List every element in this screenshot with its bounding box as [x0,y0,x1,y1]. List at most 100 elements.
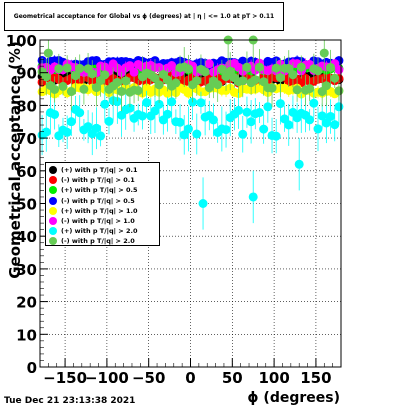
data-point [100,70,110,80]
data-point [330,73,340,83]
data-point [112,97,122,107]
legend-marker [49,196,57,205]
legend-entry: (+) with p T/|q| > 1.0 [49,206,156,216]
data-point [75,108,85,118]
series-6 [37,79,344,156]
y-tick-label: 70 [16,130,37,148]
data-point [246,117,256,127]
data-point [196,98,206,108]
data-point [326,62,336,72]
x-tick-label: 0 [185,369,195,387]
data-point [150,106,160,116]
legend-marker [49,206,57,215]
data-point [204,59,214,69]
data-point [221,125,231,135]
data-point [142,98,152,108]
data-point [213,80,223,90]
data-point [192,129,202,139]
data-point [334,65,344,75]
data-point [62,63,72,73]
data-point [91,123,101,133]
data-point [334,86,344,96]
data-point [183,124,193,134]
x-axis-label: ϕ (degrees) [247,390,340,406]
x-tick-label: 50 [222,369,243,387]
data-point [62,127,72,137]
chart-title: Geometrical acceptance for Global vs ϕ (… [13,13,275,20]
data-point [321,118,331,128]
y-axis-label: Geometrical acceptance (%) [6,41,24,279]
data-point [171,78,181,88]
y-tick-label: 90 [16,65,37,83]
data-point [242,62,252,72]
data-point [313,66,323,76]
data-point [305,115,315,125]
data-point [154,80,164,90]
data-point-outlier [198,199,208,208]
x-tick-label: 150 [300,369,331,387]
x-tick-label: −50 [132,369,165,387]
data-point [250,75,260,85]
data-point [71,71,81,81]
series-7 [37,47,344,112]
data-point [183,64,193,74]
data-point [238,76,248,86]
data-point [334,102,344,112]
legend-label: (-) with p T/|q| > 1.0 [61,217,135,226]
data-point [75,63,85,73]
legend-entry: (+) with p T/|q| > 0.1 [49,165,156,175]
data-point [41,72,51,82]
data-point [296,62,306,72]
y-tick-label: 60 [16,163,37,181]
legend-entry: (-) with p T/|q| > 1.0 [49,216,156,226]
data-point [275,73,285,83]
data-point [154,99,164,109]
y-tick-label: 100 [6,32,37,50]
data-point [175,117,185,127]
data-point [167,61,177,71]
data-point-outlier [319,48,329,58]
legend-entry: (+) with p T/|q| > 2.0 [49,226,156,236]
legend-marker [49,186,57,195]
legend-marker [49,217,57,226]
y-tick-label: 50 [16,196,37,214]
y-tick-label: 0 [27,359,37,377]
legend-label: (-) with p T/|q| > 2.0 [61,237,135,246]
data-point [330,120,340,130]
data-point [234,105,244,115]
data-point [54,64,64,74]
data-point [167,97,177,107]
chart-title-box: Geometrical acceptance for Global vs ϕ (… [4,2,284,31]
legend-entry: (-) with p T/|q| > 2.0 [49,236,156,246]
legend-entry: (+) with p T/|q| > 0.5 [49,185,156,195]
legend-label: (+) with p T/|q| > 0.5 [61,186,138,195]
data-point [275,99,285,109]
legend-label: (+) with p T/|q| > 1.0 [61,206,138,215]
legend-label: (-) with p T/|q| > 0.5 [61,196,135,205]
data-point [104,116,114,126]
data-point [133,86,143,96]
data-point [83,122,93,132]
data-point [87,69,97,79]
y-tick-label: 30 [16,261,37,279]
data-point [200,67,210,77]
data-point [292,85,302,95]
data-point [305,84,315,94]
legend-marker [49,237,57,246]
legend-label: (-) with p T/|q| > 0.1 [61,176,135,185]
data-point [288,70,298,80]
legend-entry: (-) with p T/|q| > 0.1 [49,175,156,185]
legend: (+) with p T/|q| > 0.1 (-) with p T/|q| >… [45,162,160,246]
data-point [225,66,235,76]
data-point [254,62,264,72]
data-point [326,111,336,121]
legend-entry: (-) with p T/|q| > 0.5 [49,196,156,206]
data-point [129,67,139,77]
data-point [50,109,60,119]
data-point [163,109,173,119]
data-point [125,61,135,71]
data-point [66,117,76,127]
legend-label: (+) with p T/|q| > 2.0 [61,227,138,236]
data-point [192,76,202,86]
